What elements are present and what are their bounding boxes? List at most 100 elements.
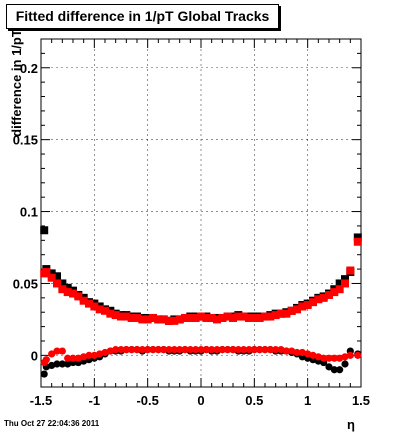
data-point <box>53 279 61 288</box>
data-point <box>128 346 136 354</box>
data-point <box>314 295 323 304</box>
data-point <box>149 346 157 354</box>
data-point <box>192 346 200 354</box>
data-point <box>353 237 362 246</box>
data-point <box>154 346 162 354</box>
data-point <box>330 288 339 297</box>
x-tick-label: 0.5 <box>245 393 263 408</box>
data-point <box>170 346 178 354</box>
data-point <box>245 346 253 354</box>
y-tick-label: 0.05 <box>13 276 38 291</box>
data-point <box>223 312 232 321</box>
data-point <box>160 346 168 354</box>
data-point <box>239 312 248 321</box>
data-point <box>261 312 269 321</box>
data-point <box>208 346 216 354</box>
data-point <box>293 348 301 357</box>
data-point <box>63 288 72 297</box>
x-tick-label: -1 <box>89 393 101 408</box>
data-point <box>117 312 125 321</box>
data-point <box>186 346 194 354</box>
data-point <box>85 299 93 308</box>
data-point <box>234 312 243 321</box>
data-point <box>298 302 307 311</box>
y-tick-label: 0.1 <box>20 205 38 220</box>
data-point <box>287 306 296 315</box>
data-point <box>325 363 333 371</box>
data-point <box>85 351 93 359</box>
data-point <box>319 293 328 302</box>
data-point <box>149 313 157 322</box>
data-point <box>106 309 115 318</box>
data-point <box>117 346 125 354</box>
data-point <box>354 351 362 359</box>
data-point <box>138 346 146 354</box>
data-point <box>309 298 317 307</box>
data-point <box>335 279 344 288</box>
data-point <box>346 351 354 359</box>
data-point <box>202 346 210 354</box>
data-point <box>266 312 275 321</box>
data-point <box>53 360 61 368</box>
chart-title: Fitted difference in 1/pT Global Tracks <box>6 4 279 29</box>
data-point <box>341 279 349 288</box>
data-point <box>58 279 67 288</box>
data-point <box>154 315 163 324</box>
data-point <box>111 311 120 320</box>
data-point <box>175 315 184 324</box>
data-point <box>261 346 269 354</box>
data-point <box>40 226 49 235</box>
data-point <box>63 283 72 292</box>
data-point <box>256 346 264 354</box>
data-point <box>47 269 56 278</box>
data-point <box>47 273 56 282</box>
data-point <box>229 346 237 354</box>
data-point <box>122 312 131 321</box>
data-point <box>207 313 216 322</box>
x-tick-label: 1 <box>304 393 311 408</box>
data-point <box>79 296 88 305</box>
data-point <box>346 266 355 275</box>
data-point <box>325 290 333 299</box>
data-point <box>336 366 344 374</box>
y-tick-label: 0.15 <box>13 133 38 148</box>
data-point <box>69 289 77 298</box>
data-point <box>250 313 259 322</box>
data-point <box>250 346 258 354</box>
data-point <box>69 354 77 362</box>
data-point <box>330 366 338 374</box>
data-point <box>266 346 274 354</box>
x-tick-label: -0.5 <box>136 393 158 408</box>
x-axis-label: η <box>347 417 355 432</box>
data-point <box>213 315 221 324</box>
data-point <box>277 309 285 318</box>
data-point <box>293 305 301 314</box>
data-point <box>165 316 173 325</box>
data-point <box>245 313 253 322</box>
data-point <box>197 346 205 354</box>
data-point <box>325 354 333 362</box>
data-point <box>133 313 141 322</box>
data-point <box>213 346 221 354</box>
data-point <box>191 313 200 322</box>
data-point <box>42 356 50 364</box>
data-point <box>330 354 338 362</box>
data-point <box>53 347 61 355</box>
data-point <box>40 370 48 378</box>
y-tick-label: 0.2 <box>20 61 38 76</box>
data-point <box>353 233 362 242</box>
data-point <box>218 313 227 322</box>
data-point <box>186 313 195 322</box>
data-point <box>255 313 264 322</box>
data-point <box>224 346 232 354</box>
data-point <box>58 360 66 368</box>
data-point <box>202 313 211 322</box>
data-point <box>42 267 51 276</box>
data-point <box>58 347 66 355</box>
data-point <box>234 346 242 354</box>
x-tick-label: -1.5 <box>30 393 52 408</box>
data-point <box>272 346 280 354</box>
data-point <box>282 347 290 355</box>
data-point <box>335 285 344 294</box>
